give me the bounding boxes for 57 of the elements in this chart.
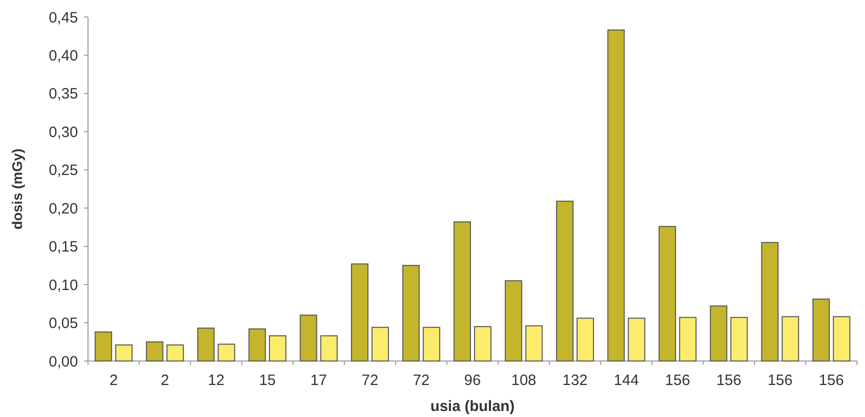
bar [248,328,266,362]
x-tick-label: 156 [818,372,844,389]
x-tick-label: 12 [208,372,225,389]
x-tick-label: 108 [511,372,536,389]
bar [525,325,543,362]
x-tick-label: 156 [768,372,793,389]
bar [832,316,850,362]
bar [761,242,779,362]
y-tick-label: 0,30 [48,124,78,141]
x-axis-title: usia (bulan) [430,398,515,415]
y-tick-label: 0,00 [48,353,78,370]
bar [300,314,318,362]
y-tick-label: 0,15 [48,238,78,256]
bar [372,326,389,362]
x-tick-label: 156 [716,372,742,389]
bar [576,318,594,362]
bar [812,298,830,362]
bar [556,200,574,362]
y-tick-label: 0,40 [48,47,78,64]
y-tick-label: 0,25 [48,162,78,180]
bar [146,341,164,362]
x-tick-label: 15 [259,372,276,389]
bar [115,344,133,362]
bar [658,226,676,362]
x-tick-label: 2 [109,372,118,389]
bar [474,326,492,362]
bar [607,29,625,362]
bar [94,331,112,362]
bar [422,326,440,362]
y-tick-label: 0,35 [48,86,78,103]
y-tick-label: 0,10 [48,276,78,294]
x-tick-label: 96 [464,372,481,389]
bar [679,316,697,362]
bar [454,221,471,362]
bar [351,263,368,362]
x-tick-label: 2 [160,372,170,389]
x-tick-label: 17 [310,372,328,389]
bar [402,264,420,362]
bar [710,305,728,362]
y-tick-label: 0,45 [48,9,78,26]
bar [166,344,184,362]
x-tick-label: 72 [412,372,430,389]
y-axis-title: dosis (mGy) [9,148,25,230]
y-tick-label: 0,05 [48,315,78,332]
x-tick-label: 156 [665,372,690,389]
bar [730,316,748,362]
bar [782,316,800,362]
bar [218,344,236,362]
bar [320,335,338,362]
bar [268,335,286,362]
bar [197,328,215,362]
x-tick-label: 72 [362,372,378,389]
bar [504,280,522,362]
bar [628,318,646,362]
y-tick-label: 0,20 [48,200,78,218]
x-tick-label: 144 [614,372,639,389]
x-tick-label: 132 [562,372,588,389]
